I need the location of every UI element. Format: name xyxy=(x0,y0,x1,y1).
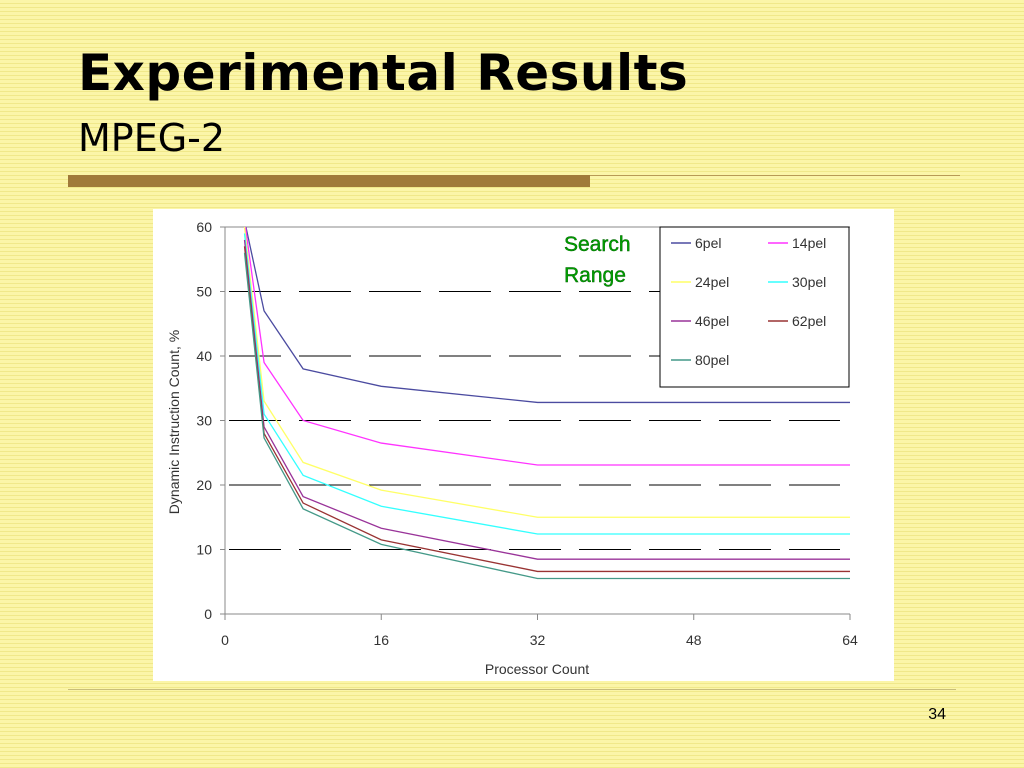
legend: 6pel 14pel 24pel 30pel 46pel 62pel 80pel xyxy=(659,226,850,388)
legend-label-24pel: 24pel xyxy=(695,274,729,290)
y-tick-label-1: 10 xyxy=(196,542,212,558)
axis-ticks: 0 10 20 30 40 50 60 0 16 32 48 64 xyxy=(196,219,858,648)
x-tick-label-3: 48 xyxy=(686,632,702,648)
legend-label-14pel: 14pel xyxy=(792,235,826,251)
slide-title: Experimental Results xyxy=(78,44,689,102)
x-tick-label-4: 64 xyxy=(842,632,858,648)
y-tick-label-0: 0 xyxy=(204,606,212,622)
y-axis-label: Dynamic Instruction Count, % xyxy=(166,330,182,514)
title-divider-thick xyxy=(68,175,590,187)
series-line-46pel xyxy=(243,239,850,560)
annotation-line-2: Range xyxy=(564,264,626,287)
y-tick-label-2: 20 xyxy=(196,477,212,493)
page-number: 34 xyxy=(928,706,946,723)
legend-box xyxy=(659,226,850,388)
series-line-30pel xyxy=(243,233,850,535)
annotation-line-1: Search xyxy=(564,233,631,256)
line-chart: 0 10 20 30 40 50 60 0 16 32 48 64 Processor Count D… xyxy=(166,219,858,677)
chart-panel: 0 10 20 30 40 50 60 0 16 32 48 64 Processor Count D… xyxy=(153,209,894,681)
x-tick-label-1: 16 xyxy=(373,632,389,648)
legend-label-30pel: 30pel xyxy=(792,274,826,290)
slide-subtitle: MPEG-2 xyxy=(78,116,226,160)
title-divider-thin xyxy=(590,175,960,176)
series-line-24pel xyxy=(243,227,850,518)
x-tick-label-2: 32 xyxy=(530,632,546,648)
y-tick-label-5: 50 xyxy=(196,284,212,300)
legend-label-62pel: 62pel xyxy=(792,313,826,329)
legend-label-46pel: 46pel xyxy=(695,313,729,329)
series-line-6pel xyxy=(245,227,850,404)
footer-divider xyxy=(68,689,956,690)
gridlines xyxy=(225,226,850,550)
x-tick-label-0: 0 xyxy=(221,632,229,648)
title-divider xyxy=(68,175,960,187)
legend-label-80pel: 80pel xyxy=(695,352,729,368)
series-line-14pel xyxy=(244,227,850,466)
legend-label-6pel: 6pel xyxy=(695,235,721,251)
x-axis-label: Processor Count xyxy=(485,661,589,677)
data-series xyxy=(243,227,850,580)
y-tick-label-6: 60 xyxy=(196,219,212,235)
y-tick-label-4: 40 xyxy=(196,348,212,364)
y-tick-label-3: 30 xyxy=(196,413,212,429)
series-line-80pel xyxy=(243,252,850,580)
